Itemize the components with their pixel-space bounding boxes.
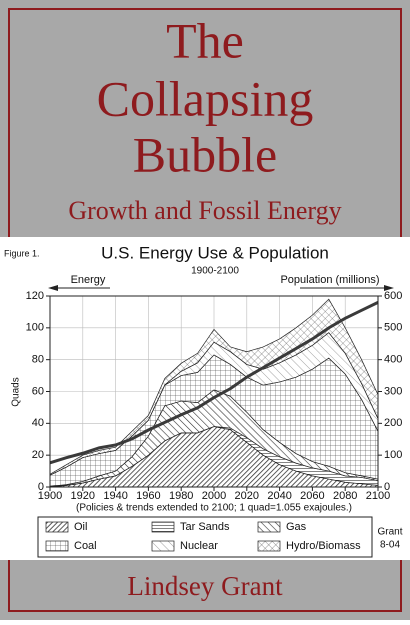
population-axis-label: Population (millions) [280,274,379,286]
energy-arrowhead [48,285,58,291]
legend-label: Hydro/Biomass [286,540,361,552]
chart-note: (Policies & trends extended to 2100; 1 q… [76,503,352,514]
legend-label: Tar Sands [180,521,230,533]
y2-tick-label: 100 [384,449,402,461]
plot-frame [49,295,379,488]
x-tick-label: 1900 [38,490,62,502]
legend-label: Oil [74,521,87,533]
figure-label: Figure 1. [4,248,40,258]
x-tick-label: 1920 [71,490,95,502]
credit: 8-04 [380,540,400,551]
population-arrowhead [384,285,394,291]
x-tick-label: 2080 [333,490,357,502]
y-tick-label: 40 [32,417,44,429]
y2-tick-label: 600 [384,290,402,302]
y-tick-label: 80 [32,354,44,366]
cover-subtitle: Growth and Fossil Energy [68,196,341,225]
legend-label: Coal [74,540,97,552]
y-tick-label: 60 [32,385,44,397]
y-tick-label: 120 [26,290,44,302]
chart-subtitle: 1900-2100 [191,266,239,277]
x-tick-label: 1940 [103,490,127,502]
legend-swatch [257,540,281,552]
y-axis-title: Quads [11,377,22,406]
cover-author: Lindsey Grant [127,571,283,601]
x-tick-label: 2020 [235,490,259,502]
x-tick-label: 2060 [300,490,324,502]
chart-title: U.S. Energy Use & Population [101,243,329,262]
legend-swatch [45,521,69,533]
x-tick-label: 1980 [169,490,193,502]
y-tick-label: 0 [38,481,44,493]
x-tick-label: 2000 [202,490,226,502]
y2-tick-label: 0 [384,481,390,493]
x-tick-label: 2100 [366,490,390,502]
x-tick-label: 1960 [136,490,160,502]
cover-title: Collapsing [97,70,314,126]
y-tick-label: 100 [26,322,44,334]
y2-tick-label: 200 [384,417,402,429]
legend-swatch [151,540,175,552]
legend-label: Gas [286,521,307,533]
y2-tick-label: 300 [384,385,402,397]
x-tick-label: 2040 [267,490,291,502]
y2-tick-label: 400 [384,354,402,366]
energy-axis-label: Energy [71,274,106,286]
credit: Grant [377,527,402,538]
y-tick-label: 20 [32,449,44,461]
population-line [49,301,379,465]
y2-tick-label: 500 [384,322,402,334]
legend-swatch [151,521,175,533]
cover-title: Bubble [133,126,277,182]
legend-box [37,516,373,558]
legend-label: Nuclear [180,540,218,552]
legend-swatch [45,540,69,552]
cover-title: The [166,12,244,68]
legend-swatch [257,521,281,533]
